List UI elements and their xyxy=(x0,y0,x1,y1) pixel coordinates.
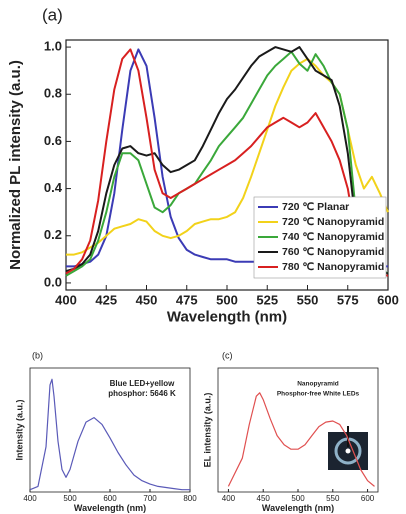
x-tick-label: 550 xyxy=(297,292,319,307)
x-tick-label: 400 xyxy=(55,292,77,307)
legend-label: 760 ℃ Nanopyramid xyxy=(282,246,384,258)
y-tick-label: 0.2 xyxy=(44,227,62,242)
x-tick-label: 450 xyxy=(257,494,271,503)
y-axis-label: EL intensity (a.u.) xyxy=(202,393,212,468)
y-tick-label: 0.8 xyxy=(44,86,62,101)
x-tick-label: 450 xyxy=(136,292,158,307)
x-tick-label: 550 xyxy=(326,494,340,503)
annotation: Phosphor-free White LEDs xyxy=(277,391,360,398)
y-tick-label: 1.0 xyxy=(44,39,62,54)
y-axis-label: Normalized PL intensity (a.u.) xyxy=(7,60,24,270)
series-line xyxy=(227,392,375,487)
x-tick-label: 400 xyxy=(222,494,236,503)
x-tick-label: 525 xyxy=(256,292,278,307)
legend-label: 720 ℃ Nanopyramid xyxy=(282,216,384,228)
x-tick-label: 500 xyxy=(216,292,238,307)
x-tick-label: 400 xyxy=(23,494,37,503)
panel-label: (a) xyxy=(42,5,63,24)
x-axis-label: Wavelength (nm) xyxy=(167,308,287,325)
x-tick-label: 600 xyxy=(103,494,117,503)
legend-label: 720 ℃ Planar xyxy=(282,201,349,213)
legend-label: 780 ℃ Nanopyramid xyxy=(282,261,384,273)
x-tick-label: 600 xyxy=(377,292,399,307)
x-tick-label: 800 xyxy=(183,494,197,503)
annotation: phosphor: 5646 K xyxy=(108,389,176,398)
panel-label: (b) xyxy=(32,350,43,360)
y-tick-label: 0.4 xyxy=(44,180,63,195)
x-axis-label: Wavelength (nm) xyxy=(74,503,146,513)
inset-dot xyxy=(345,448,351,454)
x-axis-label: Wavelength (nm) xyxy=(262,503,334,513)
x-tick-label: 600 xyxy=(361,494,375,503)
x-tick-label: 575 xyxy=(337,292,359,307)
annotation: Blue LED+yellow xyxy=(110,379,175,388)
series-line xyxy=(65,46,389,275)
x-tick-label: 475 xyxy=(176,292,198,307)
x-tick-label: 500 xyxy=(63,494,77,503)
y-tick-label: 0.6 xyxy=(44,133,62,148)
y-axis-label: Intensity (a.u.) xyxy=(14,399,24,460)
annotation: Nanopyramid xyxy=(297,381,339,388)
y-tick-label: 0.0 xyxy=(44,274,62,289)
series-line xyxy=(29,378,190,491)
x-tick-label: 425 xyxy=(95,292,117,307)
panel-label: (c) xyxy=(222,350,233,360)
series-line xyxy=(65,48,389,277)
legend-label: 740 ℃ Nanopyramid xyxy=(282,231,384,243)
x-tick-label: 700 xyxy=(143,494,157,503)
x-tick-label: 500 xyxy=(291,494,305,503)
